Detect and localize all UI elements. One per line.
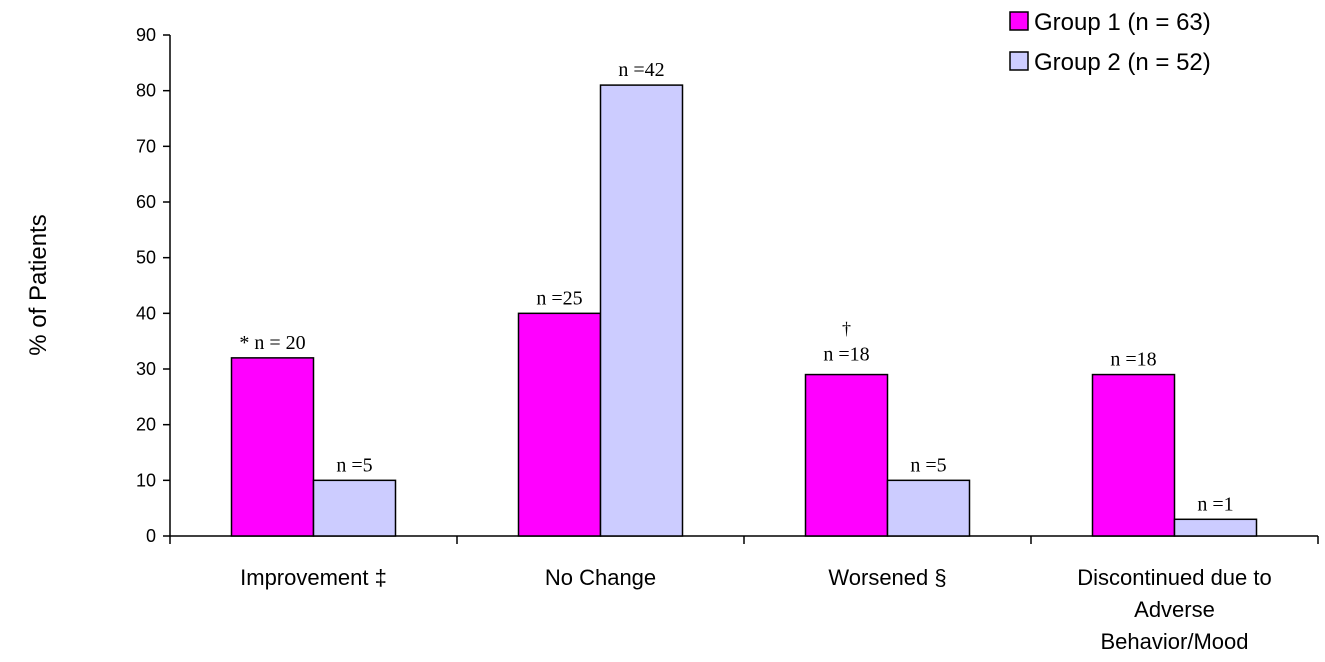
x-category-label: Behavior/Mood <box>1101 629 1249 654</box>
y-tick-label: 40 <box>136 303 156 323</box>
bars <box>230 84 1258 537</box>
y-tick-label: 20 <box>136 415 156 435</box>
legend-label: Group 1 (n = 63) <box>1034 9 1211 36</box>
bar-data-label: * n = 20 <box>239 332 305 354</box>
bar-data-label: n =18 <box>1110 349 1156 371</box>
bar-series1 <box>1091 373 1176 537</box>
bar-series1 <box>517 312 602 537</box>
legend: Group 1 (n = 63) Group 2 (n = 52) <box>1009 9 1211 76</box>
legend-swatch <box>1009 51 1029 71</box>
legend-swatch <box>1009 11 1029 31</box>
significance-marker: † <box>842 319 851 339</box>
bar-series2 <box>1173 518 1258 537</box>
bar-series2 <box>312 479 397 537</box>
y-tick-label: 0 <box>146 526 156 546</box>
bar-data-label: n =42 <box>618 59 664 81</box>
bar-series2 <box>599 84 684 537</box>
bar-series2 <box>886 479 971 537</box>
y-tick-label: 70 <box>136 136 156 156</box>
data-labels: * n = 20 n =5 n =25 n =42 † n =18 n =5 n =18 n =… <box>239 59 1233 515</box>
x-category-label: Improvement ‡ <box>240 565 387 590</box>
x-axis-categories: Improvement ‡ No Change Worsened § Disconti… <box>240 565 1272 654</box>
x-category-label: Worsened § <box>828 565 946 590</box>
y-tick-label: 30 <box>136 359 156 379</box>
bar-data-label: n =18 <box>823 344 869 366</box>
bar-data-label: n =5 <box>910 454 946 476</box>
y-tick-label: 80 <box>136 81 156 101</box>
x-category-label: No Change <box>545 565 656 590</box>
bar-data-label: n =5 <box>336 454 372 476</box>
y-tick-label: 60 <box>136 192 156 212</box>
x-category-label: Discontinued due to <box>1077 565 1271 590</box>
x-category-label: Adverse <box>1134 597 1215 622</box>
y-axis-label-group: % of Patients <box>25 214 52 355</box>
bar-data-label: n =25 <box>536 287 582 309</box>
y-tick-label: 10 <box>136 470 156 490</box>
y-tick-label: 90 <box>136 25 156 45</box>
bar-data-label: n =1 <box>1197 493 1233 515</box>
bar-series1 <box>230 357 315 537</box>
legend-label: Group 2 (n = 52) <box>1034 49 1211 76</box>
bar-series1 <box>804 373 889 537</box>
y-tick-label: 50 <box>136 248 156 268</box>
y-axis-label: % of Patients <box>25 214 52 355</box>
